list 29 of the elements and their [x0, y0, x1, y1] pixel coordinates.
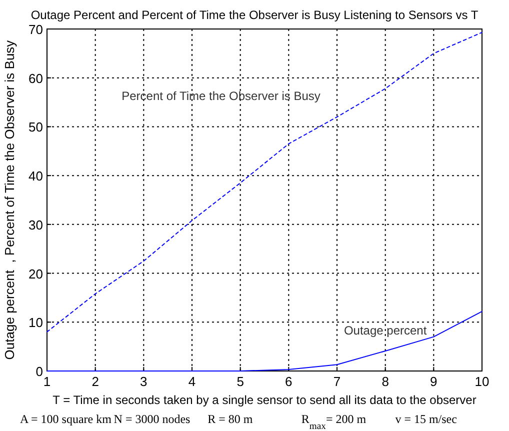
text: A = 100 square km	[20, 412, 112, 426]
series-label: Percent of Time the Observer is Busy	[122, 88, 320, 103]
chart-title: Outage Percent and Percent of Time the Observer is Busy Listening to Sensors vs T	[30, 8, 479, 22]
series-label: Outage percent	[344, 323, 428, 338]
x-tick-label: 2	[92, 374, 99, 389]
y-tick-label: 70	[28, 22, 43, 37]
x-tick-label: 5	[236, 374, 244, 389]
text: N = 3000 nodes	[114, 412, 191, 426]
y-tick-label: 0	[36, 364, 43, 379]
x-tick-label: 6	[285, 374, 292, 389]
x-tick-label: 4	[188, 374, 196, 389]
line-series	[46, 310, 482, 372]
y-tick-label: 40	[28, 168, 43, 184]
x-tick-label: 10	[474, 374, 490, 389]
text: R$_{max}$= 200 m	[301, 412, 367, 431]
y-axis-title: Outage percent , Percent of Time the Observer is Busy	[2, 40, 17, 360]
text: R = 80 m	[208, 412, 254, 426]
y-tick-label: 60	[28, 70, 43, 86]
x-tick-label: 8	[382, 374, 389, 389]
x-tick-label: 3	[140, 374, 148, 389]
x-tick-label: 7	[333, 374, 341, 389]
x-tick-label: 9	[430, 374, 438, 389]
y-tick-label: 10	[28, 315, 43, 330]
x-tick-label: 1	[43, 374, 51, 389]
y-tick-label: 50	[28, 120, 43, 135]
y-tick-label: 30	[28, 217, 43, 232]
x-axis-title: T = Time in seconds taken by a single sensor to send all its data to the observer	[52, 393, 476, 407]
y-tick-label: 20	[28, 266, 43, 282]
text: v = 15 m/sec	[395, 412, 457, 426]
